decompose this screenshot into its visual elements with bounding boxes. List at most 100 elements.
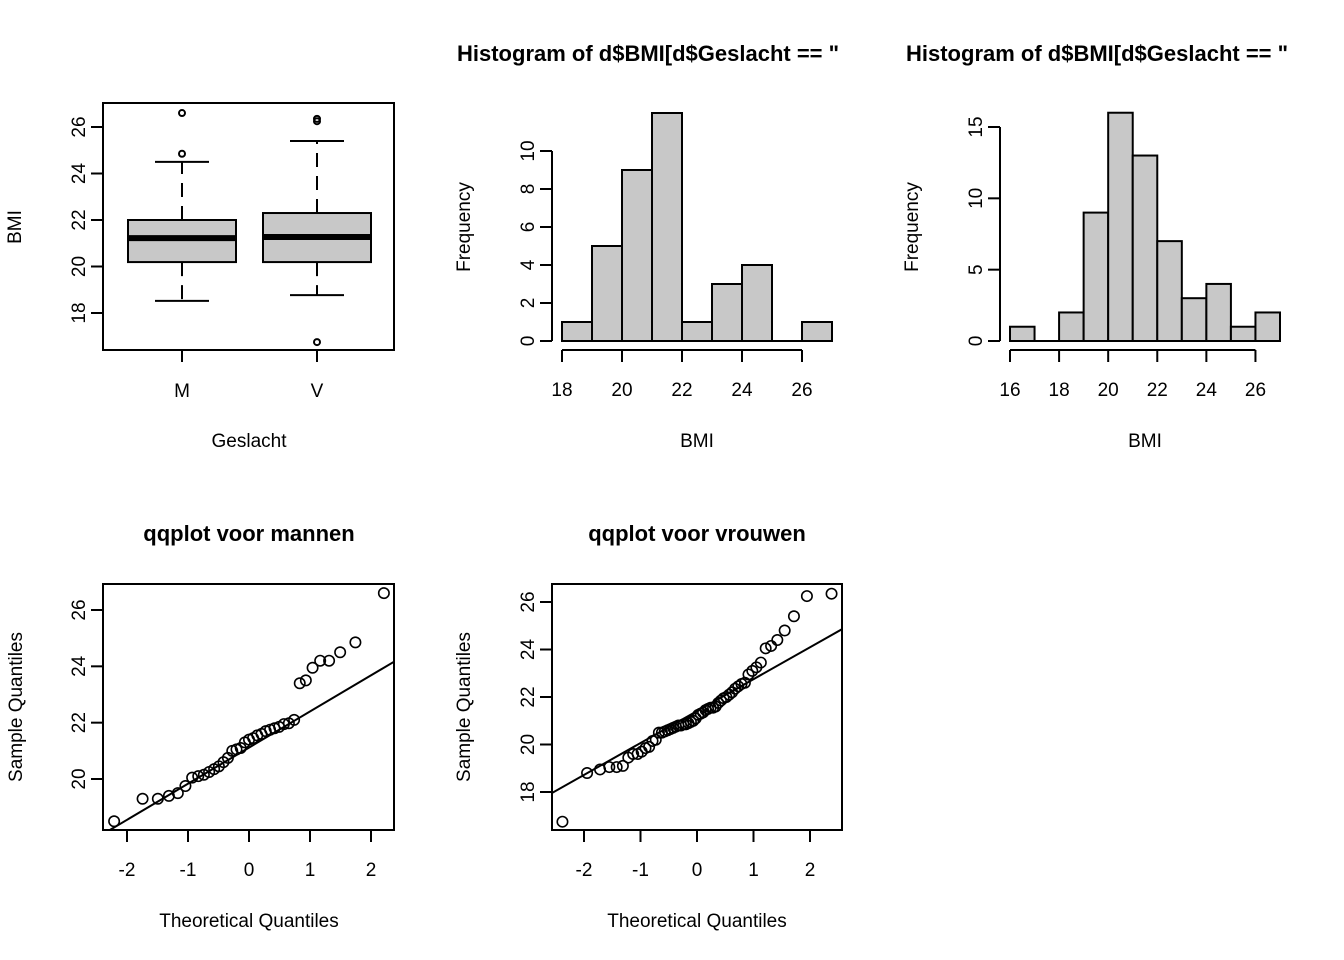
qqplot-women-point <box>742 668 755 681</box>
histogram-men-x-tick-label: 18 <box>551 380 572 401</box>
histogram-women-x-tick-label: 22 <box>1147 380 1168 401</box>
boxplot-y-tick-label: 26 <box>69 116 90 137</box>
qqplot-women-x-tick-label: 0 <box>692 860 703 881</box>
qqplot-women-point <box>610 761 623 774</box>
boxplot-outlier <box>178 109 186 118</box>
qqplot-men-y-tick-label: 22 <box>69 712 90 733</box>
qqplot-men-point <box>349 636 362 649</box>
histogram-women-bar <box>1131 154 1159 342</box>
qqplot-men-ylabel: Sample Quantiles <box>6 632 27 782</box>
boxplot-panel: Geslacht BMI 18 20 22 24 26 M V <box>5 102 395 452</box>
qqplot-women-y-tick-label: 20 <box>518 734 539 755</box>
boxplot-outlier <box>313 114 321 123</box>
qqplot-men-point <box>277 718 290 731</box>
qqplot-men-panel: qqplot voor mannen Theoretical Quantiles… <box>6 521 395 932</box>
qqplot-men-point <box>299 674 312 687</box>
boxplot-y-tick-label: 24 <box>69 163 90 185</box>
histogram-women-title: Histogram of d$BMI[d$Geslacht == " <box>906 41 1288 66</box>
qqplot-women-y-tick-label: 26 <box>518 591 539 612</box>
qqplot-women-x-tick-label: 1 <box>748 860 759 881</box>
qqplot-men-x-tick-label: -2 <box>119 860 136 881</box>
histogram-men-bar <box>711 283 743 342</box>
histogram-men-xlabel: BMI <box>680 431 714 452</box>
histogram-men-bar <box>741 264 773 342</box>
qqplot-men-point <box>136 792 149 805</box>
histogram-women-bar <box>1009 325 1036 343</box>
qqplot-men-point <box>151 792 164 805</box>
histogram-women-x-tick-label: 26 <box>1245 380 1266 401</box>
qqplot-women-point <box>643 740 656 753</box>
histogram-women-x-tick-label: 16 <box>999 380 1020 401</box>
qqplot-men-x-tick-label: 1 <box>305 860 316 881</box>
boxplot-y-tick-label: 18 <box>69 302 90 323</box>
histogram-women-bar <box>1058 311 1085 343</box>
qqplot-women-point <box>616 759 629 772</box>
boxplot-xlabel: Geslacht <box>212 431 288 452</box>
qqplot-men-point <box>377 587 390 600</box>
qqplot-men-y-tick-label: 24 <box>69 655 90 677</box>
histogram-men-panel: Histogram of d$BMI[d$Geslacht == " BMI F… <box>454 41 839 452</box>
histogram-women-y-tick-label: 10 <box>966 188 987 209</box>
qqplot-women-point <box>800 590 813 603</box>
qqplot-women-point <box>746 664 759 677</box>
qqplot-women-x-tick-label: -2 <box>576 860 593 881</box>
boxplot-y-tick-label: 22 <box>69 209 90 230</box>
histogram-men-bar <box>801 321 833 342</box>
qqplot-men-title: qqplot voor mannen <box>143 521 354 546</box>
qqplot-men-x-tick-label: -1 <box>180 860 197 881</box>
histogram-men-x-tick-label: 22 <box>671 380 692 401</box>
histogram-men-y-tick-label: 10 <box>518 140 539 161</box>
qqplot-women-point <box>825 587 838 600</box>
qqplot-women-point <box>787 610 800 623</box>
qqplot-men-x-tick-label: 0 <box>244 860 255 881</box>
qqplot-men-x-tick-label: 2 <box>366 860 377 881</box>
qqplot-men-point <box>323 654 336 667</box>
qqplot-women-point <box>627 747 640 760</box>
histogram-men-x-tick-label: 24 <box>731 380 753 401</box>
histogram-men-bar <box>651 112 683 342</box>
qqplot-men-point <box>314 654 327 667</box>
histogram-women-y-tick-label: 15 <box>966 116 987 137</box>
qqplot-women-ylabel: Sample Quantiles <box>454 632 475 782</box>
boxplot-category-label: V <box>311 381 324 402</box>
boxplot-category-label: M <box>174 381 190 402</box>
histogram-women-x-tick-label: 18 <box>1049 380 1070 401</box>
qqplot-women-y-tick-label: 18 <box>518 781 539 802</box>
histogram-women-y-tick-label: 0 <box>966 336 987 347</box>
qqplot-women-x-tick-label: -1 <box>632 860 649 881</box>
histogram-men-bar <box>681 321 713 342</box>
qqplot-men-point <box>192 770 205 783</box>
qqplot-men-xlabel: Theoretical Quantiles <box>159 911 339 932</box>
boxplot-outlier <box>313 338 321 347</box>
qqplot-women-point <box>556 815 569 828</box>
qqplot-women-point <box>581 766 594 779</box>
histogram-men-title: Histogram of d$BMI[d$Geslacht == " <box>457 41 839 66</box>
qqplot-men-point <box>288 713 301 726</box>
boxplot-ylabel: BMI <box>5 210 26 244</box>
qqplot-women-title: qqplot voor vrouwen <box>588 521 806 546</box>
qqplot-women-point <box>771 633 784 646</box>
qqplot-women-point <box>649 733 662 746</box>
histogram-men-y-tick-label: 8 <box>518 184 539 195</box>
qqplot-women-point <box>603 761 616 774</box>
histogram-women-bar <box>1156 240 1183 342</box>
qqplot-women-point <box>778 624 791 637</box>
histogram-women-x-tick-label: 20 <box>1098 380 1119 401</box>
histogram-women-bar <box>1180 297 1208 343</box>
qqplot-men-point <box>293 677 306 690</box>
qqplot-women-panel: qqplot voor vrouwen Theoretical Quantile… <box>454 521 843 932</box>
qqplot-women-y-tick-label: 24 <box>518 639 539 661</box>
histogram-women-bar <box>1205 282 1232 342</box>
qqplot-women-point <box>765 639 778 652</box>
histogram-men-y-tick-label: 0 <box>518 336 539 347</box>
histogram-men-y-tick-label: 4 <box>518 259 539 270</box>
qqplot-women-frame <box>551 583 843 831</box>
qqplot-men-frame <box>102 583 395 831</box>
qqplot-men-point <box>171 787 184 800</box>
histogram-women-bar <box>1229 325 1257 343</box>
qqplot-men-y-tick-label: 26 <box>69 599 90 620</box>
histogram-women-xlabel: BMI <box>1128 431 1162 452</box>
qqplot-women-y-tick-label: 22 <box>518 686 539 707</box>
histogram-men-x-tick-label: 20 <box>611 380 632 401</box>
histogram-women-bar <box>1254 311 1282 343</box>
